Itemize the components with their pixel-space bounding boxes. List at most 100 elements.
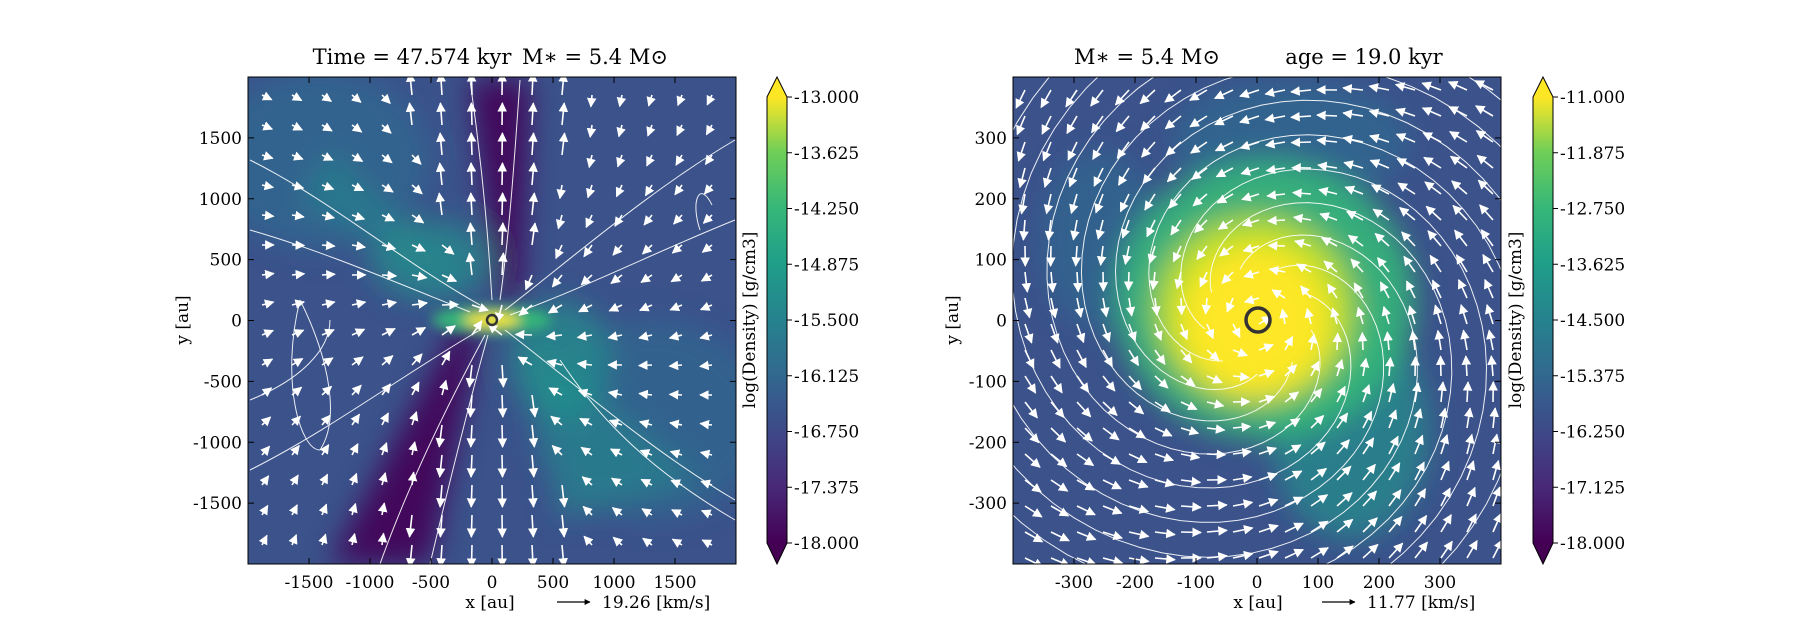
right-velocity-arrow — [1336, 518, 1354, 533]
left-velocity-arrow — [586, 154, 596, 169]
left-xtick-label: 0 — [487, 573, 498, 593]
right-velocity-arrow — [1310, 547, 1329, 559]
left-velocity-arrow — [436, 132, 446, 156]
left-velocity-arrow — [261, 151, 274, 161]
left-ytick-label: -500 — [204, 372, 242, 392]
left-velocity-arrow — [405, 514, 416, 538]
left-ytick-label: -1500 — [193, 494, 242, 514]
right-velocity-arrow — [1047, 271, 1057, 293]
right-velocity-arrow — [1050, 479, 1069, 492]
left-velocity-arrow — [704, 154, 715, 166]
right-velocity-arrow — [1179, 323, 1189, 341]
left-ytick-label: 1000 — [199, 190, 242, 210]
right-velocity-arrow — [1021, 271, 1032, 293]
right-colorbar-tick-label: -17.125 — [1560, 478, 1625, 498]
right-velocity-arrow — [1290, 86, 1312, 96]
right-velocity-arrow — [1284, 391, 1300, 403]
left-velocity-arrow — [320, 414, 331, 426]
right-velocity-arrow — [1492, 486, 1501, 507]
right-velocity-arrow — [1475, 130, 1494, 143]
left-velocity-arrow — [702, 213, 714, 224]
right-velocity-arrow — [1050, 505, 1070, 517]
right-velocity-arrow — [1226, 297, 1235, 313]
right-velocity-arrow — [1076, 401, 1092, 418]
right-velocity-arrow — [1050, 427, 1067, 443]
right-velocity-arrow — [1180, 502, 1202, 512]
right-velocity-arrow — [1408, 330, 1419, 351]
right-velocity-arrow — [1044, 219, 1055, 241]
right-velocity-arrow — [1258, 369, 1275, 379]
right-velocity-arrow — [1374, 232, 1390, 247]
right-ytick-label: 100 — [975, 251, 1007, 271]
left-velocity-arrow — [610, 274, 623, 285]
left-velocity-arrow — [411, 326, 427, 337]
right-velocity-arrow — [1268, 265, 1286, 276]
left-ytick-label: -1000 — [193, 433, 242, 453]
right-velocity-arrow — [1240, 166, 1260, 176]
right-velocity-arrow — [1336, 439, 1350, 455]
left-velocity-arrow — [497, 424, 508, 448]
left-velocity-arrow — [608, 302, 623, 312]
left-velocity-arrow — [528, 424, 539, 448]
right-velocity-arrow — [1388, 409, 1398, 429]
right-velocity-arrow — [1095, 219, 1105, 240]
right-velocity-arrow — [1213, 89, 1234, 100]
right-velocity-arrow — [1292, 213, 1312, 224]
left-velocity-arrow — [529, 394, 539, 418]
right-velocity-arrow — [1411, 381, 1422, 403]
left-velocity-arrow — [558, 102, 569, 126]
left-velocity-arrow — [321, 211, 336, 221]
right-velocity-arrow — [1076, 375, 1090, 393]
right-velocity-arrow — [1310, 414, 1325, 429]
right-velocity-arrow — [1050, 531, 1070, 542]
left-velocity-arrow — [579, 417, 593, 427]
right-velocity-arrow — [1429, 254, 1442, 273]
left-velocity-arrow — [466, 484, 477, 508]
right-velocity-arrow — [1219, 245, 1234, 257]
right-velocity-arrow — [1242, 243, 1260, 253]
left-velocity-arrow — [291, 357, 304, 368]
right-ytick-label: -200 — [969, 433, 1007, 453]
right-velocity-arrow — [1018, 193, 1028, 215]
left-velocity-arrow — [528, 162, 538, 186]
left-velocity-arrow — [441, 325, 456, 336]
right-velocity-arrow — [1388, 515, 1403, 533]
left-velocity-arrow — [671, 538, 683, 548]
left-ytick-label: 0 — [231, 312, 242, 332]
left-colorbar-label: log(Density) [g/cm3] — [740, 232, 760, 409]
left-colorbar-tick-label: -14.250 — [794, 200, 859, 220]
right-velocity-arrow — [1070, 219, 1080, 241]
left-velocity-arrow — [318, 533, 328, 546]
right-velocity-arrow — [1206, 551, 1228, 562]
right-ytick-label: 200 — [975, 190, 1007, 210]
right-velocity-arrow — [1206, 526, 1228, 536]
left-velocity-arrow — [643, 214, 654, 226]
left-velocity-arrow — [701, 539, 713, 549]
right-velocity-arrow — [1395, 107, 1416, 117]
left-velocity-arrow — [527, 544, 538, 564]
right-velocity-arrow — [1128, 401, 1145, 415]
left-velocity-arrow — [668, 331, 683, 341]
right-velocity-arrow — [1191, 167, 1208, 180]
right-velocity-arrow — [1362, 490, 1378, 507]
right-velocity-arrow — [1102, 453, 1122, 465]
right-velocity-arrow — [1050, 323, 1060, 344]
right-velocity-arrow — [1342, 109, 1364, 120]
right-xtick-label: 0 — [1252, 573, 1263, 593]
left-velocity-arrow — [669, 449, 683, 459]
left-velocity-arrow — [616, 124, 626, 138]
right-velocity-arrow — [1122, 245, 1132, 266]
left-colorbar-tick-label: -13.000 — [794, 88, 859, 108]
right-velocity-arrow — [1423, 156, 1442, 169]
right-velocity-arrow — [1232, 447, 1252, 458]
left-velocity-arrow — [291, 181, 305, 191]
right-colorbar-tick-label: -14.500 — [1560, 311, 1625, 331]
right-velocity-arrow — [1258, 472, 1278, 482]
right-velocity-arrow — [1284, 470, 1303, 481]
left-velocity-arrow — [411, 213, 425, 224]
right-velocity-arrow — [1206, 449, 1227, 460]
left-velocity-arrow — [699, 331, 713, 341]
left-velocity-arrow — [261, 299, 275, 309]
right-velocity-arrow — [1291, 188, 1312, 199]
